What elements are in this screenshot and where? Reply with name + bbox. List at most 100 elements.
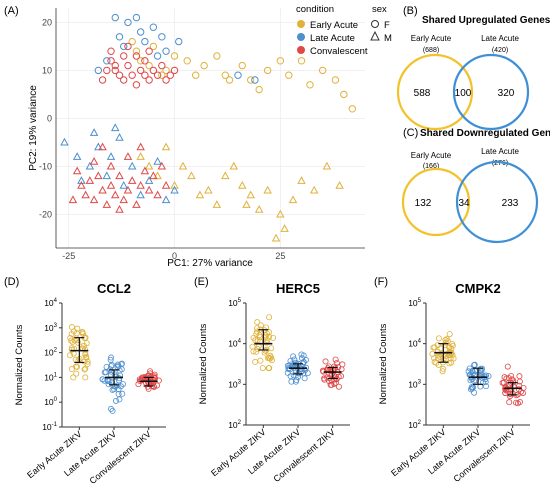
pca-point-triangle — [221, 171, 230, 180]
dot-plot-point — [83, 354, 90, 361]
dot-plot-title: HERC5 — [276, 281, 320, 296]
pca-point-circle — [120, 52, 128, 60]
legend-label-female: F — [384, 20, 390, 31]
pca-point-circle — [111, 13, 119, 22]
dot-plot-y-tick-label: 105 — [408, 298, 421, 308]
pca-point-triangle — [123, 152, 133, 160]
dot-plot-point — [287, 373, 294, 380]
pca-point-circle — [348, 105, 357, 113]
pca-point-circle — [162, 66, 170, 75]
pca-point-triangle — [280, 224, 289, 232]
pca-gridlines — [56, 8, 365, 248]
pca-point-triangle — [77, 180, 86, 189]
dot-plot-point — [147, 370, 154, 377]
pca-point-circle — [145, 61, 153, 70]
dot-plot-point — [112, 397, 119, 404]
legend-sex-title: sex — [372, 4, 387, 15]
dot-plot-point — [80, 331, 87, 338]
pca-point-triangle — [153, 171, 162, 180]
dot-plot-point — [338, 373, 345, 380]
pca-x-tick-label: 0 — [172, 251, 177, 261]
dot-plot-point — [249, 343, 256, 350]
dot-plot-title: CCL2 — [97, 281, 131, 296]
venn-up-left-circle — [396, 53, 474, 131]
pca-point-circle — [124, 42, 132, 51]
pca-point-circle — [132, 13, 141, 22]
pca-point-triangle — [242, 200, 251, 208]
venn-down-left-circle — [401, 167, 471, 237]
dot-plot-point — [84, 358, 91, 365]
pca-point-circle — [170, 52, 179, 60]
pca-point-circle — [200, 61, 208, 70]
dot-plot-point — [435, 335, 442, 342]
dot-plot-point — [81, 346, 88, 353]
dot-plot-point — [335, 373, 342, 380]
dot-plot-point — [504, 363, 511, 370]
pca-point-circle — [331, 76, 340, 84]
pca-point-triangle — [161, 195, 171, 204]
dot-plot-point — [322, 358, 329, 365]
dot-plot-point — [429, 350, 436, 357]
pca-point-circle — [111, 61, 119, 70]
legend-label-male: M — [384, 33, 392, 44]
dot-plot-point — [68, 337, 75, 344]
dot-plot-point — [446, 331, 453, 338]
dot-plot-point — [101, 377, 108, 384]
dot-plot-point — [108, 354, 115, 361]
dot-plot-point — [68, 346, 75, 353]
pca-point-circle — [128, 37, 136, 46]
pca-point-triangle — [89, 195, 99, 204]
pca-point-triangle — [140, 166, 150, 175]
dot-plot-point — [253, 330, 260, 337]
dot-plot-y-tick-label: 103 — [44, 323, 57, 333]
dot-plot-point — [253, 348, 260, 355]
pca-point-circle — [191, 71, 200, 79]
venn-down-right-total: (276) — [492, 160, 508, 167]
dot-plot-point — [483, 383, 490, 390]
dot-plot-point — [107, 366, 114, 373]
pca-point-circle — [340, 90, 348, 99]
pca-point-triangle — [271, 233, 281, 242]
dot-plot-point — [267, 352, 274, 359]
dot-plot-point — [109, 407, 116, 414]
pca-point-triangle — [111, 123, 120, 132]
legend-label-late-acute: Late Acute — [310, 33, 355, 44]
panel-label-f: (F) — [374, 276, 388, 288]
panel-label-d: (D) — [4, 276, 19, 288]
dot-plot-point — [266, 333, 273, 340]
dot-plot-y-tick-label: 103 — [228, 379, 241, 389]
dot-plot-point — [332, 356, 339, 363]
venn-up-title: Shared Upregulated Genes — [422, 15, 550, 26]
pca-point-circle — [183, 57, 191, 65]
dot-plot-point — [506, 399, 513, 406]
dot-plot-point — [68, 366, 75, 373]
dot-plot-y-axis-label: Normalized Counts — [378, 323, 389, 404]
pca-point-circle — [124, 61, 132, 70]
pca-point-circle — [263, 66, 272, 75]
pca-point-triangle — [123, 185, 133, 194]
dot-plot-point — [266, 314, 273, 321]
pca-y-tick-label: -20 — [39, 209, 52, 219]
pca-point-triangle — [94, 142, 103, 151]
pca-point-triangle — [288, 195, 298, 204]
dot-plot-point — [468, 386, 475, 393]
pca-y-tick-label: 0 — [47, 113, 52, 123]
legend-circle-female — [371, 20, 379, 28]
pca-plot: -25 0 25 20 10 0 -10 -20 PC1: 27% variance PC2:… — [28, 4, 392, 269]
pca-point-circle — [153, 71, 162, 79]
pca-point-triangle — [136, 142, 145, 151]
pca-point-circle — [120, 76, 128, 84]
dot-plot-y-tick-label: 104 — [228, 339, 241, 349]
dot-plot-point — [99, 376, 106, 383]
legend-label-early-acute: Early Acute — [310, 20, 358, 31]
pca-point-circle — [149, 66, 158, 75]
dot-plot-point — [293, 376, 300, 383]
pca-point-circle — [136, 66, 145, 75]
dot-plot-point — [442, 337, 449, 344]
pca-point-circle — [128, 71, 136, 79]
pca-point-triangle — [144, 176, 154, 184]
pca-point-triangle — [102, 171, 112, 180]
dot-plot-point — [291, 356, 298, 363]
legend-dot-early-acute — [297, 20, 305, 28]
dot-plot-point — [434, 342, 441, 349]
